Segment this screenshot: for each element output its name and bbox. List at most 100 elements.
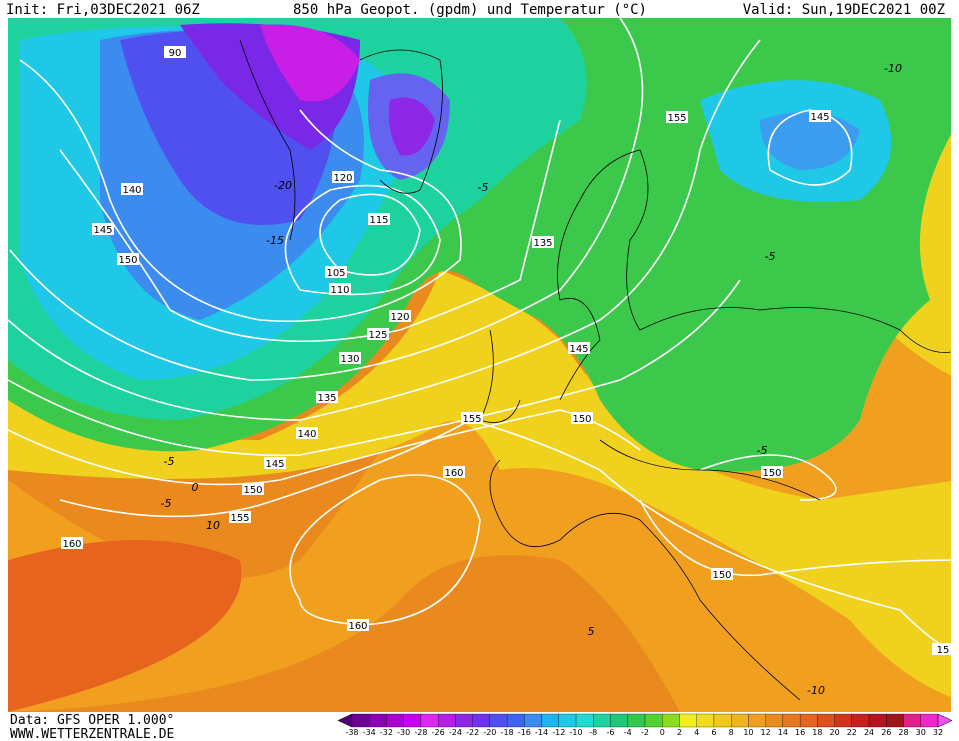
legend-swatch — [369, 713, 387, 728]
label-box — [568, 342, 590, 354]
label-box — [329, 283, 351, 295]
geopotential-label: 155 — [462, 414, 481, 425]
legend-tick-label: 10 — [743, 728, 753, 737]
legend-tick-label: 8 — [729, 728, 734, 737]
legend-tick-label: -14 — [535, 728, 548, 737]
legend-tick-label: 20 — [829, 728, 839, 737]
legend-tick-label: 22 — [847, 728, 857, 737]
legend-swatch — [351, 713, 370, 728]
coastlines — [239, 39, 951, 701]
legend-swatch — [731, 713, 749, 728]
legend-swatch — [920, 713, 939, 728]
legend-tick-label: 6 — [711, 728, 716, 737]
legend-swatch — [834, 713, 852, 728]
legend-swatch — [627, 713, 646, 728]
coast — [489, 459, 801, 701]
legend-swatch — [903, 713, 921, 728]
geopotential-label: 15 — [937, 645, 950, 656]
label-box — [242, 483, 264, 495]
geopotential-label: 155 — [667, 113, 686, 124]
legend-tick-label: -30 — [397, 728, 410, 737]
temperature-label: -5 — [757, 444, 768, 457]
geopotential-label: 150 — [243, 485, 262, 496]
legend-tick-label: -8 — [589, 728, 597, 737]
greenland-core — [388, 97, 435, 156]
label-box — [711, 568, 733, 580]
legend-tick-label: -32 — [380, 728, 393, 737]
contour-line — [19, 59, 462, 323]
legend-tick-label: -18 — [501, 728, 514, 737]
geopotential-label: 155 — [230, 513, 249, 524]
blue-east — [760, 112, 860, 170]
legend-swatch — [817, 713, 835, 728]
contour-line — [9, 18, 644, 381]
legend-swatch — [748, 713, 766, 728]
label-box — [461, 412, 483, 424]
legend-swatch — [420, 713, 439, 728]
legend-tick-label: 2 — [677, 728, 682, 737]
temperature-label: -15 — [266, 234, 284, 247]
valid-time: Valid: Sun,19DEC2021 00Z — [743, 2, 945, 18]
label-box — [164, 46, 186, 58]
legend-tick-label: -34 — [363, 728, 376, 737]
contour-line — [8, 39, 761, 421]
legend-swatch — [575, 713, 594, 728]
contour-line — [699, 454, 837, 501]
temperature-label: -10 — [884, 62, 902, 75]
legend-tick-label: -38 — [345, 728, 358, 737]
label-box — [666, 111, 688, 123]
legend-tick-label: 16 — [795, 728, 805, 737]
legend-arrow — [937, 713, 953, 728]
legend-swatch — [765, 713, 784, 728]
geopotential-label: 130 — [340, 354, 359, 365]
geopotential-label: 135 — [317, 393, 336, 404]
geopotential-label: 145 — [569, 344, 588, 355]
legend-tick-label: 32 — [933, 728, 943, 737]
legend-tick-label: 30 — [916, 728, 926, 737]
geopotential-label: 160 — [62, 539, 81, 550]
legend-tick-label: -24 — [449, 728, 462, 737]
contour-line — [8, 279, 741, 457]
label-box — [761, 466, 783, 478]
legend-swatch — [851, 713, 870, 728]
contour-line — [319, 193, 421, 276]
purple-area — [260, 24, 360, 102]
legend-swatch — [386, 713, 404, 728]
label-box — [367, 328, 389, 340]
temperature-label: 10 — [206, 519, 220, 532]
geopotential-label: 140 — [122, 185, 141, 196]
contour-line — [639, 499, 951, 577]
legend-swatch — [782, 713, 801, 728]
legend-swatch — [644, 713, 663, 728]
legend-tick-label: -16 — [518, 728, 531, 737]
legend-tick-label: -12 — [552, 728, 565, 737]
geopotential-label: 145 — [265, 459, 284, 470]
temperature-label: -5 — [478, 181, 489, 194]
label-box — [347, 619, 369, 631]
label-box — [332, 171, 354, 183]
legend-tick-label: -26 — [432, 728, 445, 737]
geopotential-label: 120 — [390, 312, 409, 323]
temperature-label: -5 — [161, 497, 172, 510]
legend-swatch — [662, 713, 680, 728]
init-time: Init: Fri,03DEC2021 06Z — [6, 2, 200, 18]
label-box — [264, 457, 286, 469]
label-box — [532, 236, 554, 248]
map-title: 850 hPa Geopot. (gpdm) und Temperatur (°… — [293, 2, 647, 18]
legend-tick-label: -28 — [414, 728, 427, 737]
temperature-label: -5 — [164, 455, 175, 468]
legend-swatch — [455, 713, 473, 728]
label-box — [92, 223, 114, 235]
header-bar — [0, 0, 959, 18]
contour-labels: 9014014515012011510511012012513013514014… — [61, 46, 954, 697]
geopotential-label: 145 — [810, 112, 829, 123]
temperature-label: -10 — [807, 684, 825, 697]
legend-swatch — [558, 713, 577, 728]
legend-swatch — [610, 713, 628, 728]
legend-swatch — [524, 713, 542, 728]
hot-area — [8, 540, 242, 712]
legend-tick-label: -2 — [641, 728, 649, 737]
legend-tick-label: -22 — [466, 728, 479, 737]
label-box — [229, 511, 251, 523]
